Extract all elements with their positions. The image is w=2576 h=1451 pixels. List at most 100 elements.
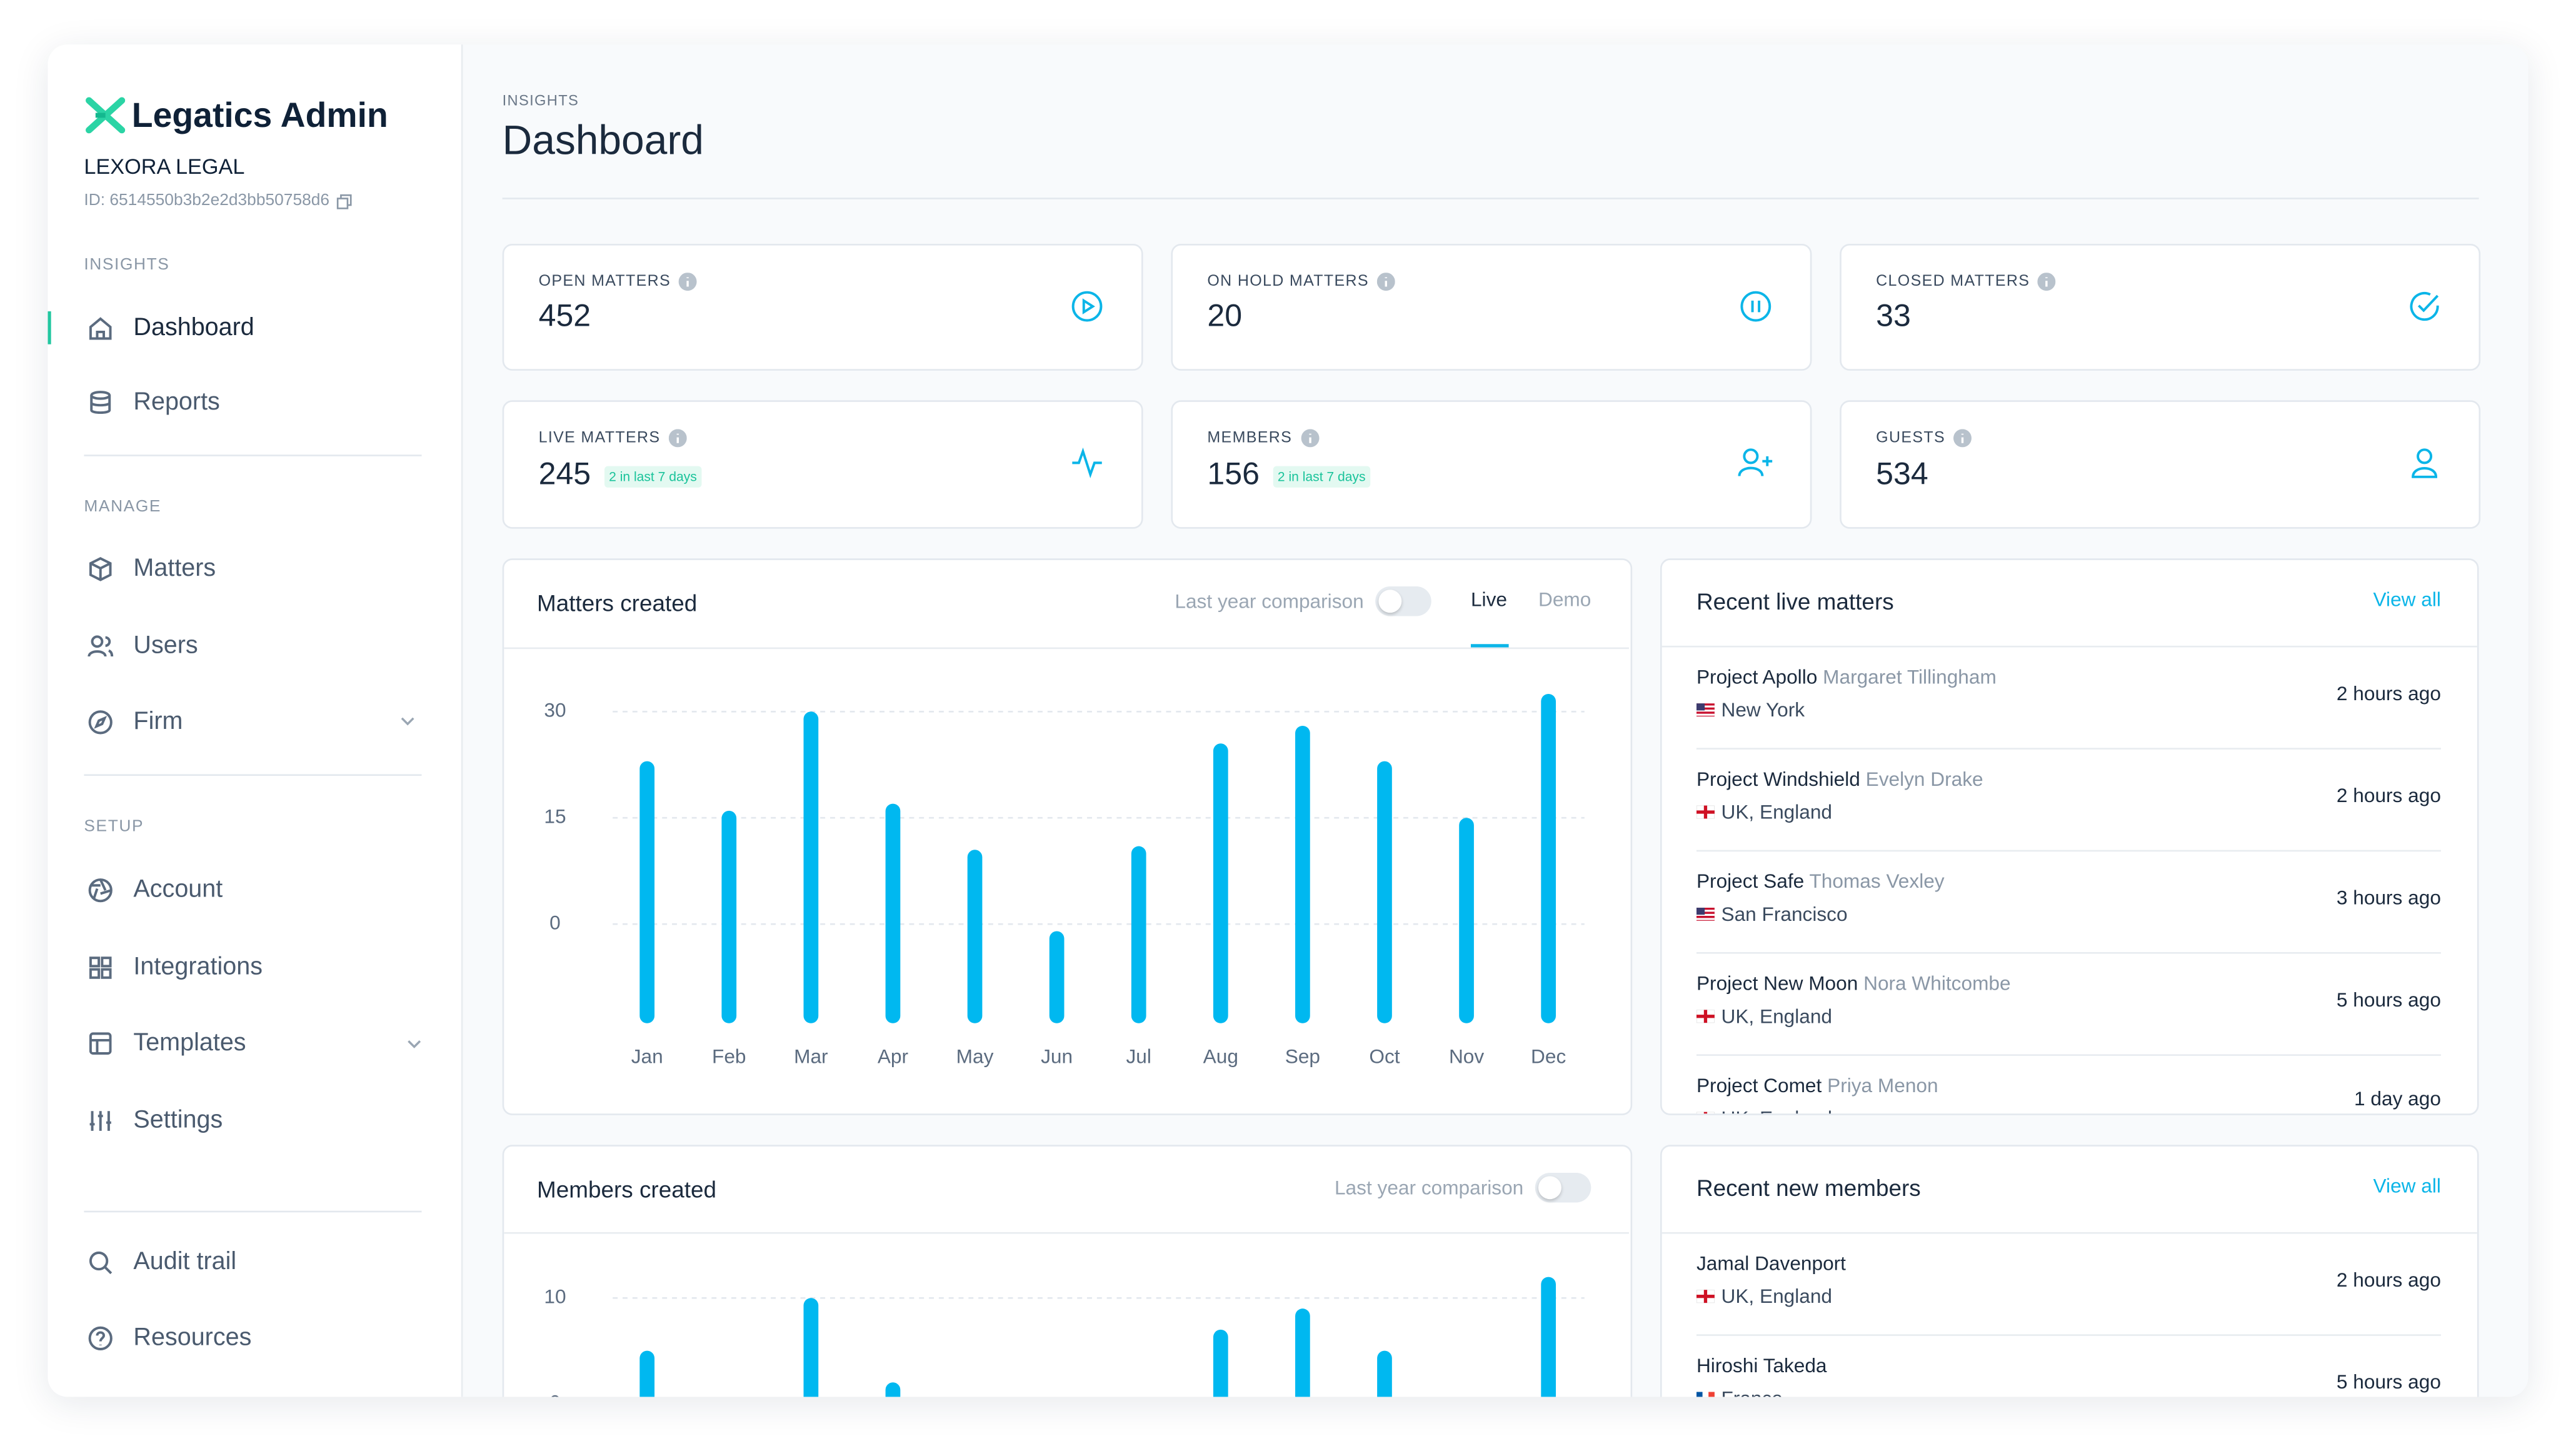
chevron[interactable] xyxy=(407,1040,422,1050)
active-indicator xyxy=(48,311,51,344)
divider xyxy=(84,1210,422,1213)
item-title[interactable]: Project New Moon Nora Whitcombe xyxy=(1696,972,2011,995)
item-person: Evelyn Drake xyxy=(1865,767,1983,791)
stat-value-row: 245 2 in last 7 days xyxy=(539,458,702,495)
stat-icon xyxy=(1071,291,1103,322)
copy-icon[interactable] xyxy=(336,193,353,209)
location-text: France xyxy=(1721,1387,1782,1397)
item-time: 3 hours ago xyxy=(2336,886,2441,910)
item-person: Margaret Tillingham xyxy=(1823,665,1997,689)
info-icon[interactable] xyxy=(1953,429,1972,448)
nav-label: Templates xyxy=(133,1028,246,1057)
item-location: New York xyxy=(1696,698,1805,721)
location-text: UK, England xyxy=(1721,1285,1833,1308)
divider xyxy=(84,774,422,776)
nav-item[interactable]: Firm xyxy=(88,708,183,735)
list-title: Recent new members xyxy=(1696,1174,1921,1201)
nav-section: INSIGHTS xyxy=(84,256,170,274)
info-icon[interactable] xyxy=(1377,273,1396,291)
list-card: Recent new members View all Jamal Davenp… xyxy=(1660,1145,2479,1397)
page-title: Dashboard xyxy=(502,118,704,164)
divider xyxy=(84,454,422,456)
chevron[interactable] xyxy=(400,716,415,726)
stat-label: CLOSED MATTERS xyxy=(1876,273,2057,291)
item-name[interactable]: Hiroshi Takeda xyxy=(1696,1353,1827,1377)
view-all[interactable]: View all xyxy=(2373,1174,2441,1198)
nav-item[interactable]: Users xyxy=(88,631,198,660)
nav-item[interactable]: Reports xyxy=(88,388,220,416)
stat-card: ON HOLD MATTERS 20 xyxy=(1171,243,1812,371)
item-location: San Francisco xyxy=(1696,903,1848,926)
bar xyxy=(1295,1308,1310,1397)
stat-label: GUESTS xyxy=(1876,429,1972,448)
stat-card: MEMBERS 156 2 in last 7 days xyxy=(1171,400,1812,529)
nav-label: Matters xyxy=(133,554,216,583)
nav-item[interactable]: Settings xyxy=(88,1106,223,1134)
info-icon[interactable] xyxy=(1300,429,1319,448)
stat-value: 534 xyxy=(1876,458,1928,493)
stat-label-text: LIVE MATTERS xyxy=(538,429,661,448)
stat-label: MEMBERS xyxy=(1207,429,1319,448)
nav-item[interactable]: Resources xyxy=(88,1323,251,1352)
nav-item[interactable]: Matters xyxy=(88,554,216,583)
stat-card: LIVE MATTERS 245 2 in last 7 days xyxy=(502,400,1143,529)
stat-note: 2 in last 7 days xyxy=(604,465,702,487)
stat-label-text: ON HOLD MATTERS xyxy=(1207,273,1369,291)
nav-label: Settings xyxy=(133,1106,223,1135)
bar xyxy=(803,1298,819,1397)
x-tick-label: Jul xyxy=(1126,1045,1151,1067)
bar xyxy=(1213,1329,1228,1397)
nav-item[interactable]: Templates xyxy=(88,1029,246,1057)
item-title[interactable]: Project Safe Thomas Vexley xyxy=(1696,870,1945,893)
toggle[interactable] xyxy=(1375,586,1431,616)
item-location: UK, England xyxy=(1696,1005,1832,1028)
item-person: Priya Menon xyxy=(1827,1073,1938,1097)
item-title[interactable]: Project Apollo Margaret Tillingham xyxy=(1696,666,1997,689)
bar xyxy=(1213,743,1228,1023)
stat-note: 2 in last 7 days xyxy=(1273,465,1371,487)
nav-item[interactable]: Integrations xyxy=(88,953,263,981)
info-icon[interactable] xyxy=(2038,273,2057,291)
item-title[interactable]: Project Windshield Evelyn Drake xyxy=(1696,768,1983,791)
stat-card: OPEN MATTERS 452 xyxy=(502,243,1143,371)
item-title[interactable]: Project Comet Priya Menon xyxy=(1696,1074,1938,1097)
item-name[interactable]: Jamal Davenport xyxy=(1696,1252,1846,1275)
x-tick-label: Jun xyxy=(1041,1045,1073,1067)
item-location: UK, England xyxy=(1696,1107,1832,1114)
stat-icon xyxy=(2412,448,2438,478)
brand: Legatics Admin xyxy=(131,97,388,136)
item-time: 5 hours ago xyxy=(2336,1370,2441,1394)
nav-item[interactable]: Dashboard xyxy=(88,314,254,342)
location-text: San Francisco xyxy=(1721,902,1848,926)
bar xyxy=(1459,818,1474,1023)
org-id-text: ID: 6514550b3b2e2d3bb50758d6 xyxy=(84,191,330,210)
tab[interactable]: Live xyxy=(1470,588,1507,611)
nav-section: MANAGE xyxy=(84,498,162,517)
tab[interactable]: Demo xyxy=(1538,588,1591,611)
x-tick-label: Nov xyxy=(1449,1045,1484,1067)
stat-label-text: GUESTS xyxy=(1876,429,1945,448)
info-icon[interactable] xyxy=(668,429,687,448)
info-icon[interactable] xyxy=(679,273,698,291)
bar xyxy=(885,803,901,1023)
bar xyxy=(1131,846,1146,1023)
y-tick-label: 0 xyxy=(549,911,561,934)
toggle[interactable] xyxy=(1535,1173,1591,1203)
bar xyxy=(639,1350,655,1397)
view-all[interactable]: View all xyxy=(2373,588,2441,611)
stat-label: LIVE MATTERS xyxy=(538,429,687,448)
nav-item[interactable]: Audit trail xyxy=(88,1248,236,1276)
flag xyxy=(1696,805,1715,819)
stat-icon xyxy=(1072,447,1102,479)
card-divider xyxy=(504,647,1629,650)
bar xyxy=(803,711,819,1023)
flag xyxy=(1696,907,1715,921)
stat-label: ON HOLD MATTERS xyxy=(1207,273,1396,291)
bar xyxy=(1377,761,1392,1023)
y-tick-label: 10 xyxy=(544,1285,566,1308)
x-tick-label: Oct xyxy=(1369,1045,1400,1067)
flag xyxy=(1696,703,1715,717)
nav-item[interactable]: Account xyxy=(88,875,223,903)
stat-value: 452 xyxy=(538,299,591,334)
